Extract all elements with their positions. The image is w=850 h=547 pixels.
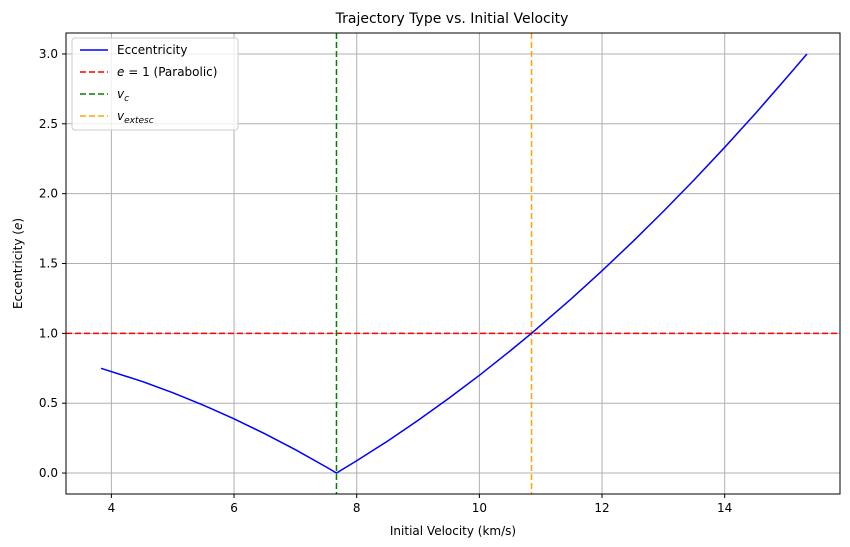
axis-ticks: 4 6 8 10 12 14 0.0 0.5 1.0 1.5 2.0 2.5 3.0 [39,47,732,515]
legend-label: e = 1 (Parabolic) [117,65,217,79]
y-tick-label: 0.5 [39,396,58,410]
x-tick-label: 6 [230,501,238,515]
y-tick-label: 1.0 [39,326,58,340]
y-tick-label: 0.0 [39,466,58,480]
x-tick-label: 4 [108,501,116,515]
x-tick-label: 14 [717,501,732,515]
y-tick-label: 3.0 [39,47,58,61]
series-line-eccentricity [100,53,808,474]
x-axis-label: Initial Velocity (km/s) [390,524,516,538]
y-tick-label: 2.5 [39,117,58,131]
x-tick-label: 12 [594,501,609,515]
x-tick-label: 8 [353,501,361,515]
legend-label: vc [117,87,129,104]
x-tick-label: 10 [472,501,487,515]
legend: Eccentricity e = 1 (Parabolic) vc vextesc [71,37,239,131]
reference-lines [66,33,840,494]
y-axis-label: Eccentricity (e) [11,218,25,309]
legend-label: Eccentricity [117,43,187,57]
legend-frame [71,37,239,131]
legend-label: vextesc [117,109,154,126]
y-tick-label: 2.0 [39,187,58,201]
y-tick-label: 1.5 [39,257,58,271]
plot-series [100,53,808,474]
chart-title: Trajectory Type vs. Initial Velocity [335,11,569,27]
